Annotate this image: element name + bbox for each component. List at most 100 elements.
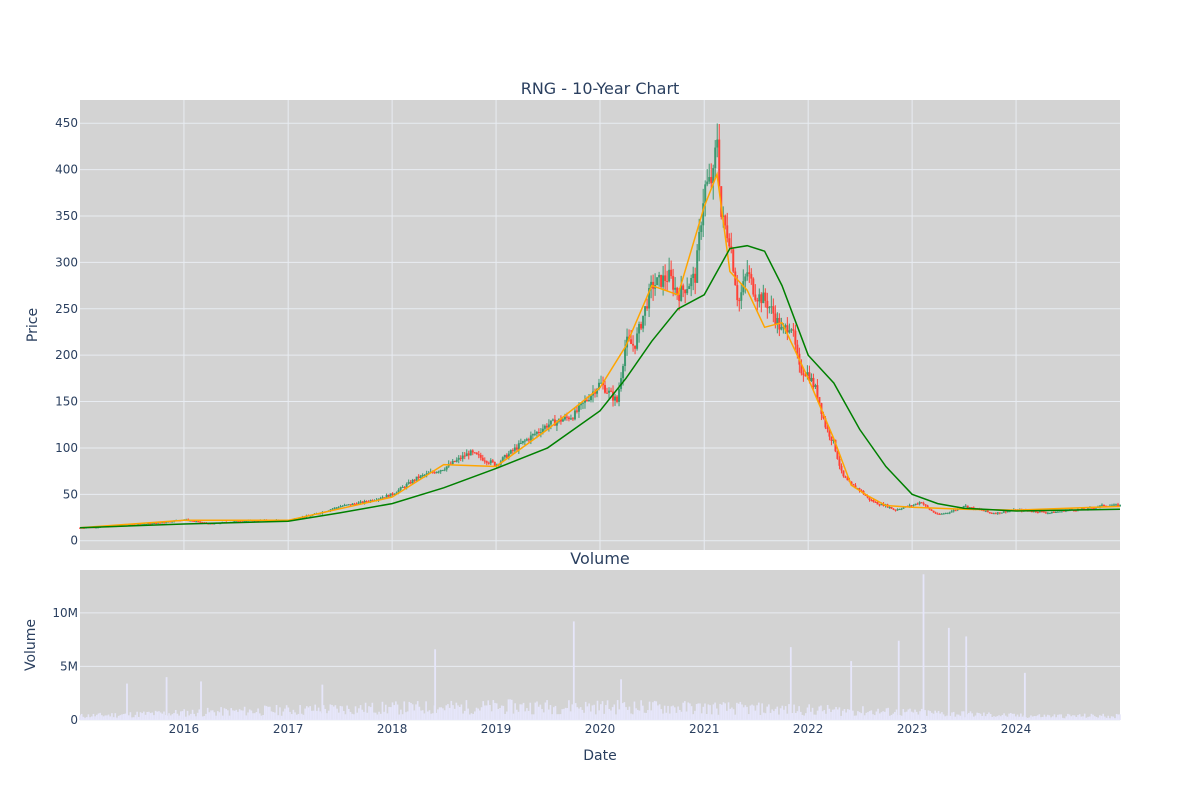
candle-body — [712, 168, 715, 184]
volume-bar — [195, 716, 197, 720]
candle-body — [463, 455, 466, 457]
volume-bar — [457, 705, 459, 720]
volume-bar — [704, 703, 706, 720]
volume-bar — [925, 715, 928, 720]
volume-bar — [99, 712, 101, 720]
volume-bar — [754, 710, 757, 720]
volume-bar — [803, 715, 805, 720]
candle-body — [579, 403, 582, 406]
candle-body — [926, 505, 929, 508]
candle-body — [724, 215, 727, 226]
volume-bar — [971, 713, 973, 720]
volume-y-tick-label: 10M — [52, 606, 78, 620]
candle-body — [1056, 511, 1059, 513]
volume-bar — [737, 703, 740, 720]
volume-bar — [344, 714, 347, 720]
volume-bar — [351, 713, 353, 720]
volume-bar — [836, 709, 839, 720]
volume-bar — [396, 704, 399, 720]
volume-bar — [853, 715, 856, 720]
volume-bar — [818, 706, 821, 720]
volume-bar — [961, 711, 963, 720]
candle-body — [493, 461, 496, 466]
volume-bar — [870, 710, 873, 720]
candle-body — [97, 527, 100, 529]
volume-bar — [440, 707, 443, 720]
volume-bar — [1117, 714, 1120, 720]
candle-body — [908, 505, 911, 507]
candle-body — [718, 139, 721, 187]
volume-bar — [551, 714, 553, 720]
candle-body — [618, 388, 621, 402]
volume-bar — [744, 705, 747, 720]
volume-bar — [623, 702, 626, 720]
candle-body — [527, 439, 530, 441]
volume-bar — [739, 701, 742, 720]
candle-body — [1030, 511, 1033, 513]
volume-bar — [1070, 716, 1073, 720]
volume-bar — [788, 704, 790, 720]
candle-body — [411, 479, 414, 484]
candle-body — [888, 507, 891, 509]
volume-bar — [1003, 713, 1005, 720]
candle-body — [934, 512, 937, 514]
candle-body — [710, 177, 713, 184]
volume-bar — [531, 714, 533, 720]
volume-bar — [482, 701, 485, 720]
volume-bar — [843, 709, 846, 720]
volume-bar — [492, 700, 495, 720]
candle-body — [676, 287, 679, 295]
candle-body — [772, 306, 775, 314]
candle-body — [852, 484, 855, 486]
volume-bar — [650, 710, 653, 720]
volume-bar — [768, 704, 770, 720]
candle-body — [646, 306, 649, 309]
volume-bar — [326, 713, 328, 720]
candle-body — [137, 524, 140, 526]
volume-bar — [374, 712, 377, 720]
volume-bar — [547, 709, 550, 720]
candle-body — [966, 505, 969, 508]
candle-body — [555, 421, 558, 426]
volume-bar — [1050, 717, 1052, 720]
candle-body — [469, 450, 472, 456]
volume-bar — [87, 714, 90, 720]
candle-body — [752, 278, 755, 295]
candle-body — [453, 460, 456, 462]
candle-body — [762, 292, 765, 304]
candle-body — [1064, 510, 1067, 512]
candle-body — [197, 521, 200, 523]
volume-bar — [311, 710, 313, 720]
volume-bar — [732, 709, 735, 720]
candle-body — [776, 317, 779, 325]
candle-body — [660, 274, 663, 287]
candle-body — [233, 521, 236, 523]
candle-body — [1040, 511, 1043, 513]
volume-bar — [371, 702, 374, 720]
price-y-tick-label: 150 — [55, 395, 78, 409]
volume-bar — [141, 713, 143, 720]
volume-bar — [979, 713, 982, 720]
volume-bar — [265, 706, 268, 720]
volume-bar — [289, 711, 291, 720]
volume-bar — [899, 715, 901, 720]
volume-bar — [1020, 713, 1022, 720]
volume-bar — [721, 704, 723, 720]
volume-bar — [786, 713, 789, 720]
candle-body — [664, 275, 667, 281]
volume-bar — [119, 715, 122, 720]
volume-bar — [346, 705, 348, 720]
volume-spike-bar — [789, 647, 792, 720]
candle-body — [988, 512, 991, 514]
volume-bar — [1095, 716, 1098, 720]
candle-body — [159, 522, 162, 524]
volume-plot-area — [80, 570, 1120, 720]
volume-bar — [579, 707, 582, 720]
candle-body — [443, 469, 446, 471]
volume-bar — [410, 702, 412, 720]
candle-body — [992, 513, 995, 515]
candle-body — [622, 366, 625, 379]
candle-body — [670, 269, 673, 277]
volume-bar — [430, 713, 432, 720]
